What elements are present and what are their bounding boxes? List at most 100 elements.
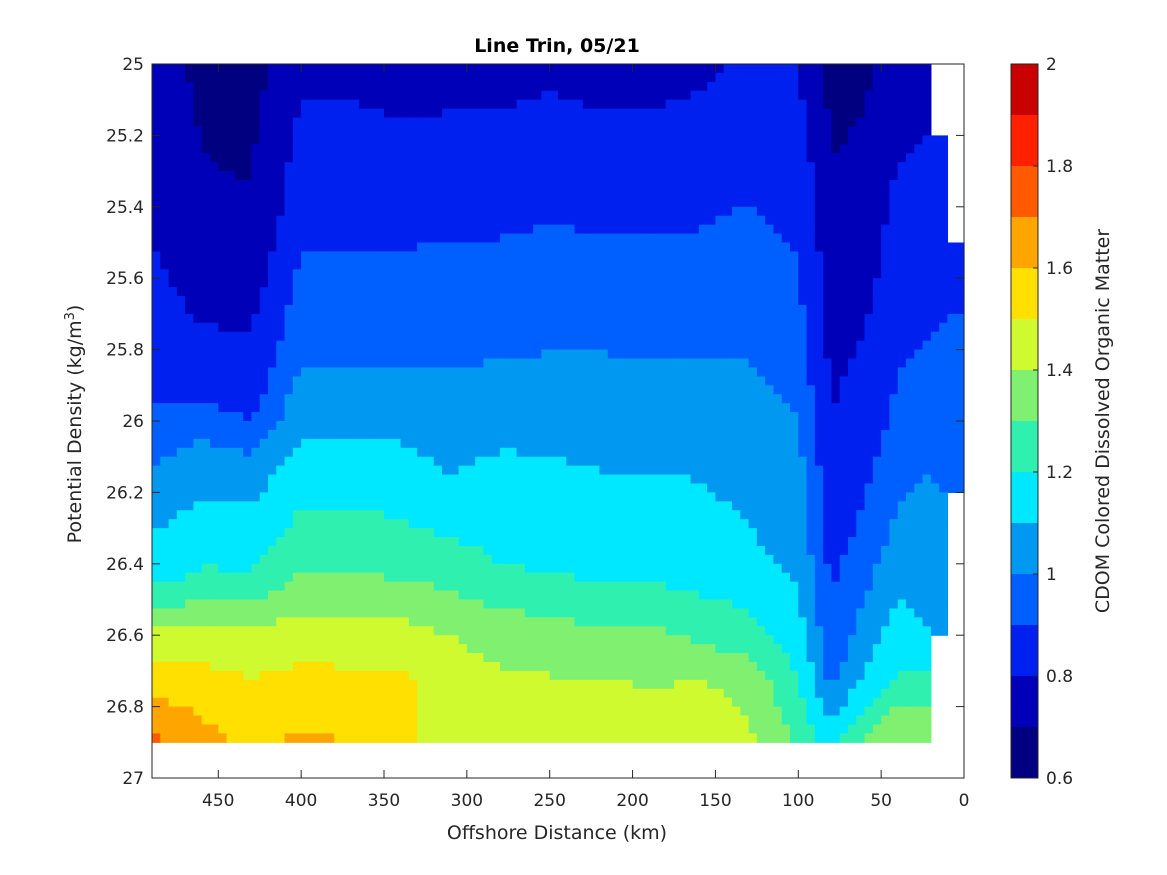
heatmap-cell xyxy=(226,483,236,493)
heatmap-cell xyxy=(582,447,592,458)
heatmap-cell xyxy=(616,367,625,377)
heatmap-cell xyxy=(392,394,402,404)
heatmap-cell xyxy=(276,215,286,226)
heatmap-cell xyxy=(607,501,617,511)
heatmap-cell xyxy=(483,429,493,440)
heatmap-cell xyxy=(657,706,667,717)
heatmap-cell xyxy=(367,661,377,672)
heatmap-cell xyxy=(665,180,675,190)
heatmap-cell xyxy=(549,242,559,253)
heatmap-cell xyxy=(657,215,667,226)
heatmap-cell xyxy=(367,403,377,413)
heatmap-cell xyxy=(400,269,410,279)
heatmap-cell xyxy=(176,537,186,547)
heatmap-cell xyxy=(251,715,261,726)
heatmap-cell xyxy=(176,340,186,351)
heatmap-cell xyxy=(201,483,211,493)
heatmap-cell xyxy=(483,144,493,154)
heatmap-cell xyxy=(301,206,311,217)
heatmap-cell xyxy=(392,581,402,592)
heatmap-cell xyxy=(234,653,244,663)
heatmap-cell xyxy=(491,331,501,342)
heatmap-cell xyxy=(234,733,244,743)
heatmap-cell xyxy=(640,322,650,333)
heatmap-cell xyxy=(375,126,385,136)
heatmap-cell xyxy=(516,340,526,351)
heatmap-cell xyxy=(450,554,460,565)
heatmap-cell xyxy=(392,563,402,574)
heatmap-cell xyxy=(616,242,625,253)
heatmap-cell xyxy=(508,376,518,386)
heatmap-cell xyxy=(326,287,335,297)
heatmap-cell xyxy=(301,644,311,654)
heatmap-cell xyxy=(276,715,286,726)
heatmap-cell xyxy=(408,171,418,181)
heatmap-cell xyxy=(268,635,277,645)
heatmap-cell xyxy=(483,617,493,627)
heatmap-cell xyxy=(458,197,468,208)
heatmap-cell xyxy=(334,545,344,556)
heatmap-cell xyxy=(442,474,451,485)
heatmap-cell xyxy=(632,412,642,422)
heatmap-cell xyxy=(649,590,659,601)
heatmap-cell xyxy=(491,144,501,154)
heatmap-cell xyxy=(392,72,402,83)
heatmap-cell xyxy=(284,519,294,529)
heatmap-cell xyxy=(425,608,435,618)
heatmap-cell xyxy=(549,331,559,342)
heatmap-cell xyxy=(500,64,509,74)
heatmap-cell xyxy=(218,206,228,217)
heatmap-cell xyxy=(674,180,683,190)
heatmap-cell xyxy=(259,412,269,422)
heatmap-cell xyxy=(624,554,634,565)
heatmap-cell xyxy=(566,545,576,556)
heatmap-cell xyxy=(276,483,286,493)
heatmap-cell xyxy=(500,322,509,333)
heatmap-cell xyxy=(475,367,485,377)
heatmap-cell xyxy=(632,260,642,270)
heatmap-cell xyxy=(176,349,186,360)
heatmap-cell xyxy=(450,590,460,601)
heatmap-cell xyxy=(682,188,692,199)
heatmap-cell xyxy=(160,331,170,342)
heatmap-cell xyxy=(326,64,335,74)
heatmap-cell xyxy=(475,706,485,717)
heatmap-cell xyxy=(193,599,203,610)
heatmap-cell xyxy=(201,144,211,154)
heatmap-cell xyxy=(284,126,294,136)
heatmap-cell xyxy=(359,510,369,520)
heatmap-cell xyxy=(632,608,642,618)
heatmap-cell xyxy=(458,670,468,681)
heatmap-cell xyxy=(152,706,161,717)
heatmap-cell xyxy=(292,456,302,467)
heatmap-cell xyxy=(234,135,244,145)
heatmap-cell xyxy=(491,242,501,253)
heatmap-cell xyxy=(234,99,244,110)
heatmap-cell xyxy=(350,572,360,583)
heatmap-cell xyxy=(342,653,352,663)
heatmap-cell xyxy=(234,697,244,708)
heatmap-cell xyxy=(350,349,360,360)
heatmap-cell xyxy=(284,608,294,618)
heatmap-cell xyxy=(210,447,219,458)
heatmap-cell xyxy=(425,358,435,369)
heatmap-cell xyxy=(334,590,344,601)
heatmap-cell xyxy=(259,287,269,297)
heatmap-cell xyxy=(558,438,567,449)
heatmap-cell xyxy=(690,269,700,279)
heatmap-cell xyxy=(392,545,402,556)
heatmap-cell xyxy=(624,706,634,717)
heatmap-cell xyxy=(483,242,493,253)
heatmap-cell xyxy=(326,483,335,493)
heatmap-cell xyxy=(466,358,476,369)
heatmap-cell xyxy=(201,376,211,386)
heatmap-cell xyxy=(359,367,369,377)
heatmap-cell xyxy=(632,81,642,92)
heatmap-cell xyxy=(326,644,335,654)
heatmap-cell xyxy=(566,206,576,217)
heatmap-cell xyxy=(442,376,451,386)
heatmap-cell xyxy=(160,528,170,538)
heatmap-cell xyxy=(607,233,617,244)
heatmap-cell xyxy=(201,661,211,672)
heatmap-cell xyxy=(558,117,567,128)
